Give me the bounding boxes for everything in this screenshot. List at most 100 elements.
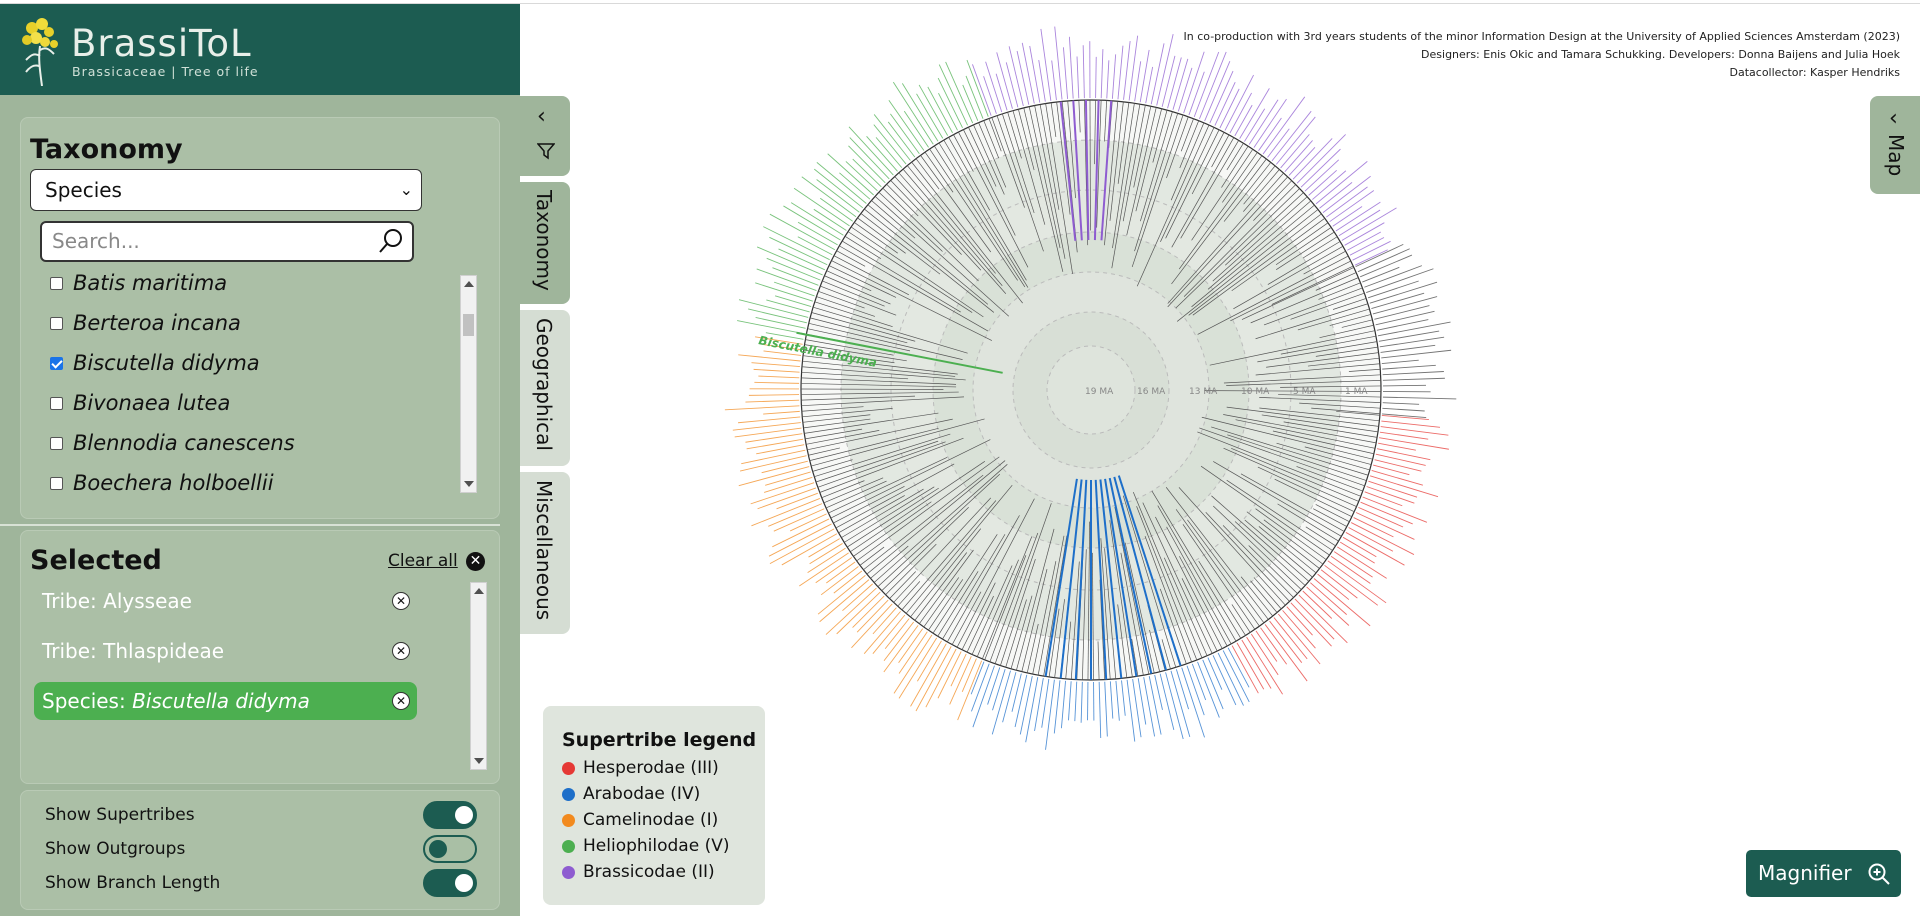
tip-label-brassicodae [996, 74, 1007, 111]
tip-label-brassicodae [1112, 54, 1115, 98]
scroll-thumb[interactable] [463, 314, 474, 336]
legend-label: Heliophilodae (V) [583, 836, 729, 856]
list-item[interactable]: Blennodia canescens [40, 428, 295, 458]
list-item[interactable]: Boechera holboellii [40, 468, 274, 492]
list-item[interactable]: Batis maritima [40, 272, 227, 298]
tip-label-camelinodae [741, 450, 805, 463]
tip-label-heliophilodae [867, 136, 898, 171]
tip-label-outgroup [1379, 331, 1439, 341]
tip-label-hesperodae [1237, 643, 1264, 689]
collapse-filter-tab[interactable]: ‹ [520, 96, 570, 176]
tip-label-hesperodae [1376, 454, 1426, 465]
checkbox[interactable] [50, 317, 63, 330]
tip-label-heliophilodae [756, 317, 806, 328]
search-icon[interactable] [378, 228, 404, 254]
tip-label-brassicodae [1063, 47, 1067, 99]
app-subtitle: Brassicaceae | Tree of life [72, 64, 259, 79]
legend-item-hesperodae: Hesperodae (III) [562, 758, 719, 778]
remove-chip-icon[interactable]: ✕ [392, 692, 410, 710]
tip-label-brassicodae [1077, 56, 1079, 98]
tip-label-brassicodae [1118, 46, 1123, 100]
checkbox[interactable] [50, 437, 63, 450]
tip-label-hesperodae [1283, 610, 1316, 648]
tip-label-heliophilodae [928, 87, 953, 133]
zoom-in-icon [1867, 862, 1891, 886]
tip-label-outgroup [1383, 385, 1426, 386]
scroll-up-arrow-icon[interactable] [464, 281, 474, 287]
tip-label-heliophilodae [889, 100, 924, 150]
magnifier-button[interactable]: Magnifier [1746, 850, 1901, 897]
clear-all-close-icon[interactable]: ✕ [466, 552, 485, 571]
tip-label-hesperodae [1349, 528, 1393, 552]
scroll-down-arrow-icon[interactable] [474, 758, 484, 764]
display-toggles-panel: Show Supertribes Show Outgroups Show Bra… [20, 790, 500, 910]
tip-label-brassicodae [1055, 27, 1062, 100]
checkbox[interactable] [50, 477, 63, 490]
tip-label-arabodae [1020, 676, 1032, 734]
tip-label-camelinodae [768, 504, 822, 527]
checkbox-checked[interactable] [50, 357, 63, 370]
legend-dot [562, 788, 575, 801]
tip-label-brassicodae [1305, 160, 1339, 191]
selected-chip-thlaspideae[interactable]: Tribe: Thlaspideae ✕ [34, 632, 417, 670]
selected-chip-alysseae[interactable]: Tribe: Alysseae ✕ [34, 582, 417, 620]
clear-all-link[interactable]: Clear all [388, 551, 458, 571]
tip-label-camelinodae [733, 423, 801, 431]
species-checkbox-list: Batis maritima Berteroa incana Biscutell… [40, 272, 448, 492]
scroll-up-arrow-icon[interactable] [474, 588, 484, 594]
time-axis-label: 10 MA [1241, 387, 1270, 397]
show-branch-length-toggle[interactable] [423, 869, 477, 897]
legend-item-camelinodae: Camelinodae (I) [562, 810, 718, 830]
chevron-left-icon[interactable]: ‹ [537, 104, 546, 129]
legend-item-heliophilodae: Heliophilodae (V) [562, 836, 729, 856]
tip-label-heliophilodae [769, 237, 827, 264]
tip-label-arabodae [1116, 681, 1119, 721]
species-scrollbar[interactable] [460, 275, 477, 493]
tip-label-hesperodae [1278, 614, 1320, 664]
scroll-down-arrow-icon[interactable] [464, 481, 474, 487]
tip-label-brassicodae [1151, 43, 1164, 104]
tip-label-heliophilodae [783, 206, 840, 240]
list-item[interactable]: Bivonaea lutea [40, 388, 230, 418]
chip-prefix: Tribe: [42, 639, 103, 663]
tab-taxonomy[interactable]: Taxonomy [520, 182, 570, 304]
chevron-down-icon: ⌄ [400, 170, 413, 210]
list-item[interactable]: Berteroa incana [40, 308, 241, 338]
tip-label-heliophilodae [846, 161, 878, 190]
map-panel-tab[interactable]: ‹ Map [1870, 96, 1920, 194]
tip-label-camelinodae [894, 635, 932, 693]
tip-label-outgroup [1381, 345, 1436, 352]
tip-label-camelinodae [899, 638, 937, 698]
remove-chip-icon[interactable]: ✕ [392, 592, 410, 610]
time-axis-label: 1 MA [1345, 387, 1368, 397]
tip-label-brassicodae [1039, 60, 1046, 102]
selected-scrollbar[interactable] [470, 582, 487, 770]
show-outgroups-toggle[interactable] [423, 835, 477, 863]
list-item[interactable]: Biscutella didyma [40, 348, 260, 378]
tip-label-outgroup [1382, 408, 1424, 411]
tip-label-camelinodae [885, 619, 909, 649]
search-input[interactable]: Search... [40, 221, 414, 262]
tip-label-camelinodae [916, 646, 951, 711]
chip-value: Alysseae [103, 589, 192, 613]
show-supertribes-toggle[interactable] [423, 801, 477, 829]
tip-label-brassicodae [1162, 56, 1175, 107]
chevron-left-icon[interactable]: ‹ [1889, 106, 1898, 131]
taxonomy-level-select[interactable]: Species ⌄ [30, 169, 422, 211]
tip-label-camelinodae [853, 596, 885, 627]
tip-label-hesperodae [1361, 502, 1413, 524]
checkbox[interactable] [50, 397, 63, 410]
tip-label-camelinodae [764, 477, 812, 492]
tab-miscellaneous[interactable]: Miscellaneous [520, 472, 570, 634]
remove-chip-icon[interactable]: ✕ [392, 642, 410, 660]
tip-label-camelinodae [777, 493, 818, 509]
tab-geographical[interactable]: Geographical [520, 310, 570, 466]
filter-icon [537, 142, 555, 160]
time-axis-label: 13 MA [1189, 387, 1218, 397]
tip-label-outgroup [1362, 267, 1399, 282]
checkbox[interactable] [50, 277, 63, 290]
tip-label-camelinodae [799, 553, 848, 586]
selected-chip-biscutella-didyma[interactable]: Species: Biscutella didyma ✕ [34, 682, 417, 720]
tip-label-heliophilodae [814, 169, 863, 208]
